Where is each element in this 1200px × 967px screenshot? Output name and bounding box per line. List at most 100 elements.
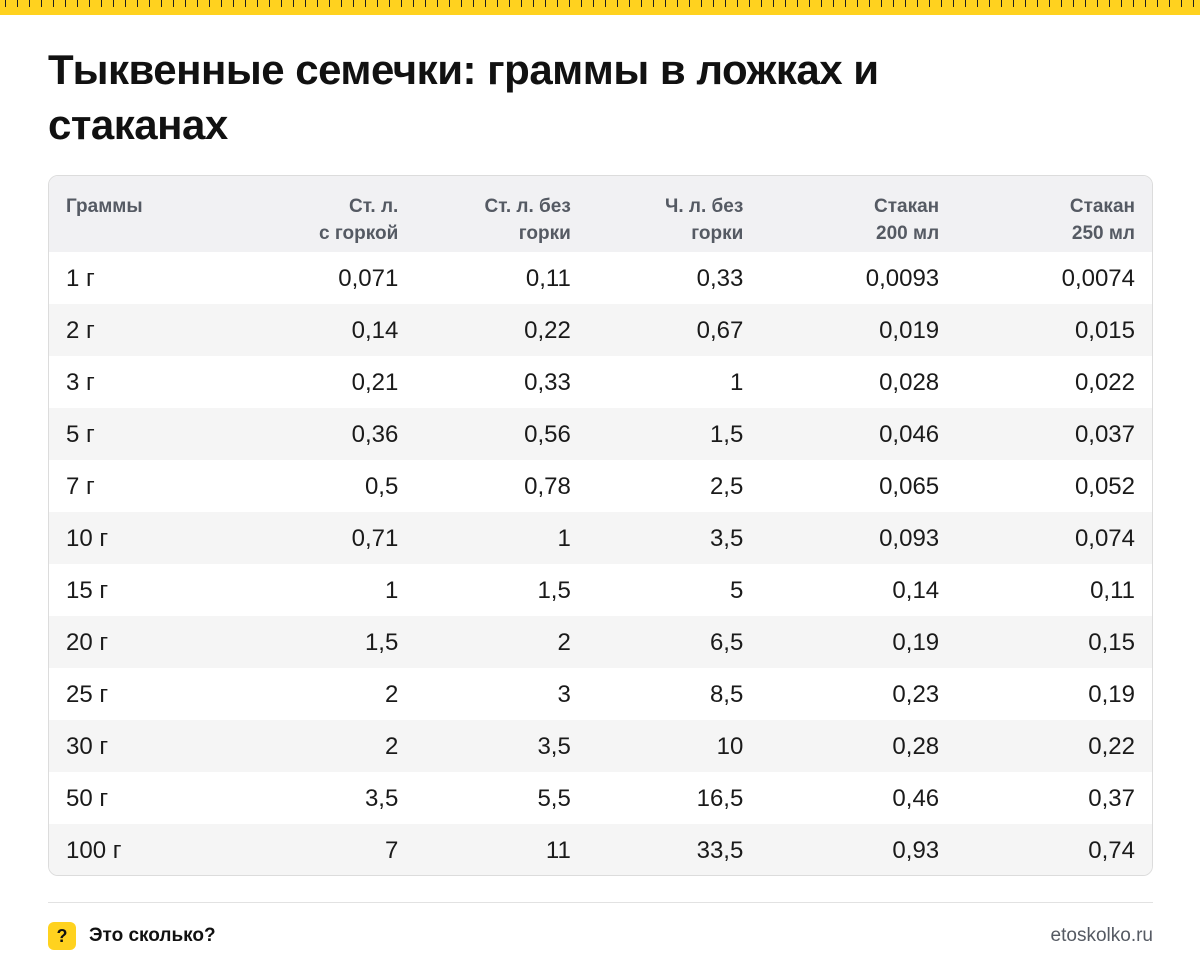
question-icon: ? [48, 922, 76, 950]
value-cell: 0,46 [892, 784, 940, 812]
value-cell: 0,052 [1074, 472, 1135, 500]
column-header-line: Граммы [66, 196, 143, 217]
value-cell: 11 [545, 836, 571, 864]
value-cell: 6,5 [709, 628, 744, 656]
column-header-line: Ч. л. без [665, 196, 744, 217]
value-cell: 0,15 [1088, 628, 1135, 656]
value-cell: 0,071 [338, 264, 399, 292]
grams-cell: 10 г [66, 524, 109, 552]
grams-cell: 2 г [66, 316, 95, 344]
conversion-table-grid: Граммы Ст. л. с горкой Ст. л. без горки Ч. л.… [49, 176, 1152, 875]
value-cell: 3,5 [537, 732, 571, 760]
value-cell: 5,5 [537, 784, 571, 812]
grams-cell: 15 г [66, 576, 109, 604]
grams-cell: 3 г [66, 368, 95, 396]
column-header: Граммы [49, 176, 255, 252]
column-header: Ст. л. без горки [416, 176, 589, 252]
value-cell: 0,0093 [865, 264, 940, 292]
table-header-row: Граммы Ст. л. с горкой Ст. л. без горки Ч. л.… [49, 176, 1152, 252]
table-header: Граммы Ст. л. с горкой Ст. л. без горки Ч. л.… [49, 176, 1152, 252]
ruler-decoration [0, 0, 1200, 15]
value-cell: 3 [557, 680, 571, 708]
value-cell: 1 [729, 368, 744, 396]
table-row: 30 г 2 3,5 10 0,28 0,22 [49, 720, 1152, 772]
value-cell: 0,33 [524, 368, 571, 396]
column-header: Стакан 200 мл [761, 176, 957, 252]
value-cell: 0,33 [696, 264, 744, 292]
value-cell: 0,065 [879, 472, 940, 500]
table-row: 3 г 0,21 0,33 1 0,028 0,022 [49, 356, 1152, 408]
value-cell: 0,14 [351, 316, 399, 344]
value-cell: 5 [729, 576, 744, 604]
grams-cell: 20 г [66, 628, 109, 656]
footer-brand: ? Это сколько? [48, 922, 216, 950]
table-row: 25 г 2 3 8,5 0,23 0,19 [49, 668, 1152, 720]
table-row: 7 г 0,5 0,78 2,5 0,065 0,052 [49, 460, 1152, 512]
value-cell: 1 [384, 576, 399, 604]
value-cell: 0,56 [524, 420, 571, 448]
grams-cell: 30 г [66, 732, 109, 760]
value-cell: 1,5 [709, 420, 744, 448]
value-cell: 3,5 [709, 524, 744, 552]
value-cell: 1 [557, 524, 571, 552]
value-cell: 0,74 [1088, 836, 1135, 864]
column-header-line: горки [518, 223, 571, 244]
brand-name: Это сколько? [89, 925, 216, 946]
site-url: etoskolko.ru [1050, 925, 1153, 946]
column-header-line: Стакан [873, 196, 940, 217]
footer-divider [48, 902, 1153, 903]
value-cell: 1,5 [537, 576, 571, 604]
grams-cell: 7 г [66, 472, 95, 500]
value-cell: 0,19 [892, 628, 940, 656]
value-cell: 0,36 [351, 420, 399, 448]
table-row: 15 г 1 1,5 5 0,14 0,11 [49, 564, 1152, 616]
value-cell: 0,19 [1088, 680, 1135, 708]
value-cell: 7 [384, 836, 399, 864]
grams-cell: 1 г [66, 264, 95, 292]
value-cell: 0,11 [525, 264, 571, 292]
value-cell: 0,028 [879, 368, 940, 396]
value-cell: 10 [716, 732, 744, 760]
column-header-line: Стакан [1069, 196, 1135, 217]
value-cell: 0,11 [1090, 576, 1135, 604]
value-cell: 2 [557, 628, 571, 656]
value-cell: 0,019 [879, 316, 940, 344]
table-body: 1 г 0,071 0,11 0,33 0,0093 0,0074 2 г 0,14 0,22 0… [49, 252, 1152, 875]
table-row: 20 г 1,5 2 6,5 0,19 0,15 [49, 616, 1152, 668]
column-header-line: 250 мл [1071, 223, 1135, 244]
column-header-line: 200 мл [876, 223, 940, 244]
grams-cell: 5 г [66, 420, 95, 448]
column-header: Ст. л. с горкой [255, 176, 416, 252]
table-row: 50 г 3,5 5,5 16,5 0,46 0,37 [49, 772, 1152, 824]
value-cell: 0,093 [879, 524, 940, 552]
column-header-line: Ст. л. без [484, 196, 571, 217]
value-cell: 0,28 [892, 732, 940, 760]
table-row: 100 г 7 11 33,5 0,93 0,74 [49, 824, 1152, 875]
value-cell: 3,5 [364, 784, 399, 812]
column-header-line: Ст. л. [349, 196, 399, 217]
value-cell: 0,67 [696, 316, 744, 344]
page-title: Тыквенные семечки: граммы в ложках и ста… [48, 46, 879, 148]
column-header: Стакан 250 мл [957, 176, 1152, 252]
grams-cell: 25 г [66, 680, 109, 708]
value-cell: 0,14 [892, 576, 940, 604]
value-cell: 2 [384, 732, 399, 760]
value-cell: 0,78 [524, 472, 571, 500]
column-header-line: с горкой [319, 223, 399, 244]
value-cell: 1,5 [364, 628, 399, 656]
value-cell: 0,022 [1074, 368, 1135, 396]
value-cell: 0,21 [351, 368, 399, 396]
table-row: 5 г 0,36 0,56 1,5 0,046 0,037 [49, 408, 1152, 460]
value-cell: 0,037 [1074, 420, 1135, 448]
value-cell: 0,93 [892, 836, 940, 864]
table-row: 2 г 0,14 0,22 0,67 0,019 0,015 [49, 304, 1152, 356]
value-cell: 33,5 [696, 836, 744, 864]
value-cell: 8,5 [709, 680, 744, 708]
column-header: Ч. л. без горки [589, 176, 762, 252]
value-cell: 0,22 [1088, 732, 1135, 760]
value-cell: 0,074 [1074, 524, 1135, 552]
conversion-table: Граммы Ст. л. с горкой Ст. л. без горки Ч. л.… [48, 175, 1153, 876]
column-header-line: горки [691, 223, 744, 244]
table-row: 1 г 0,071 0,11 0,33 0,0093 0,0074 [49, 252, 1152, 304]
grams-cell: 100 г [66, 836, 122, 864]
